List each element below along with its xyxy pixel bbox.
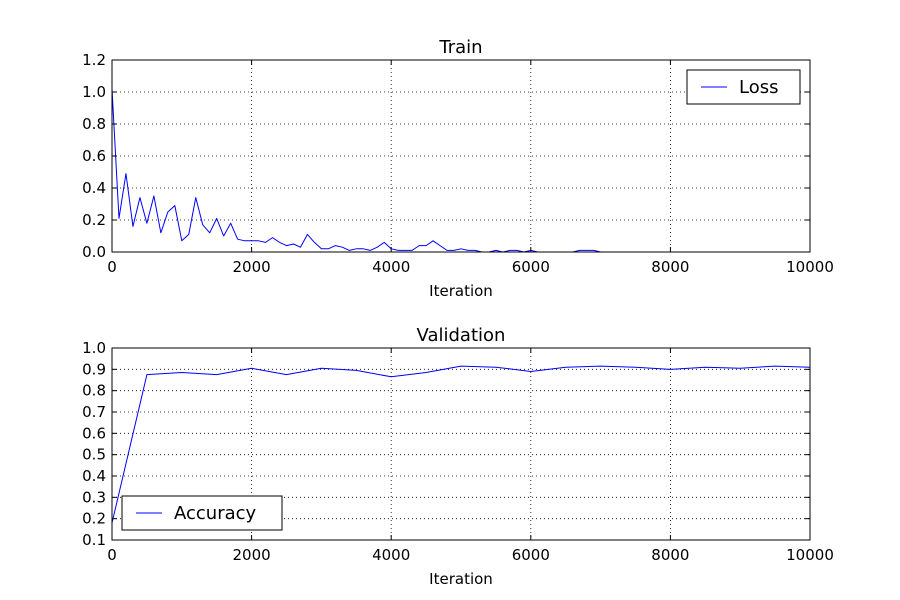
validation-y-tick-label: 0.4: [82, 467, 106, 485]
validation-y-tick-label: 0.9: [82, 360, 106, 378]
train-legend: Loss: [686, 69, 801, 105]
train-grid: [112, 60, 810, 252]
train-title: Train: [438, 37, 482, 58]
validation-x-tick-label: 4000: [372, 546, 410, 564]
validation-axes-frame: [111, 347, 811, 541]
validation-y-tick-label: 0.2: [82, 510, 106, 528]
validation-subplot: 0 2000 4000 6000 8000 10000 0.1 0.2 0.3 0.4 0.5 0.6…: [82, 325, 834, 588]
validation-title: Validation: [417, 325, 506, 346]
validation-ticks: 0 2000 4000 6000 8000 10000 0.1 0.2 0.3 0.4 0.5 0.6…: [82, 339, 834, 564]
train-x-tick-label: 2000: [233, 258, 271, 276]
train-x-tick-label: 4000: [372, 258, 410, 276]
train-y-tick-label: 1.0: [82, 83, 106, 101]
train-x-tick-label: 8000: [651, 258, 689, 276]
train-y-tick-label: 0.6: [82, 147, 106, 165]
validation-y-tick-label: 0.1: [82, 531, 106, 549]
train-x-tick-label: 10000: [786, 258, 834, 276]
train-y-tick-label: 0.2: [82, 211, 106, 229]
validation-legend: Accuracy: [121, 495, 283, 531]
train-y-tick-label: 0.0: [82, 243, 106, 261]
validation-y-tick-label: 0.8: [82, 382, 106, 400]
validation-x-tick-label: 8000: [651, 546, 689, 564]
validation-lines: [111, 365, 811, 524]
train-y-tick-label: 0.8: [82, 115, 106, 133]
validation-y-tick-label: 0.5: [82, 446, 106, 464]
train-ticks: 0 2000 4000 6000 8000 10000 0.0 0.2 0.4 0.6 0.8 1.0…: [82, 51, 834, 276]
validation-y-tick-label: 0.6: [82, 424, 106, 442]
validation-y-tick-label: 0.7: [82, 403, 106, 421]
train-x-tick-label: 6000: [512, 258, 550, 276]
validation-series-accuracy-line: [111, 365, 811, 524]
train-y-tick-label: 0.4: [82, 179, 106, 197]
validation-x-tick-label: 2000: [233, 546, 271, 564]
train-x-tick-label: 0: [107, 258, 117, 276]
train-legend-label: Loss: [739, 77, 778, 98]
train-y-tick-label: 1.2: [82, 51, 106, 69]
validation-x-tick-label: 10000: [786, 546, 834, 564]
validation-x-axis-label: Iteration: [429, 570, 493, 588]
validation-y-tick-label: 1.0: [82, 339, 106, 357]
validation-y-tick-label: 0.3: [82, 488, 106, 506]
validation-legend-label: Accuracy: [174, 503, 257, 524]
train-subplot: 0 2000 4000 6000 8000 10000 0.0 0.2 0.4 0.6 0.8 1.0…: [82, 37, 834, 300]
validation-x-tick-label: 6000: [512, 546, 550, 564]
validation-x-tick-label: 0: [107, 546, 117, 564]
train-x-axis-label: Iteration: [429, 282, 493, 300]
